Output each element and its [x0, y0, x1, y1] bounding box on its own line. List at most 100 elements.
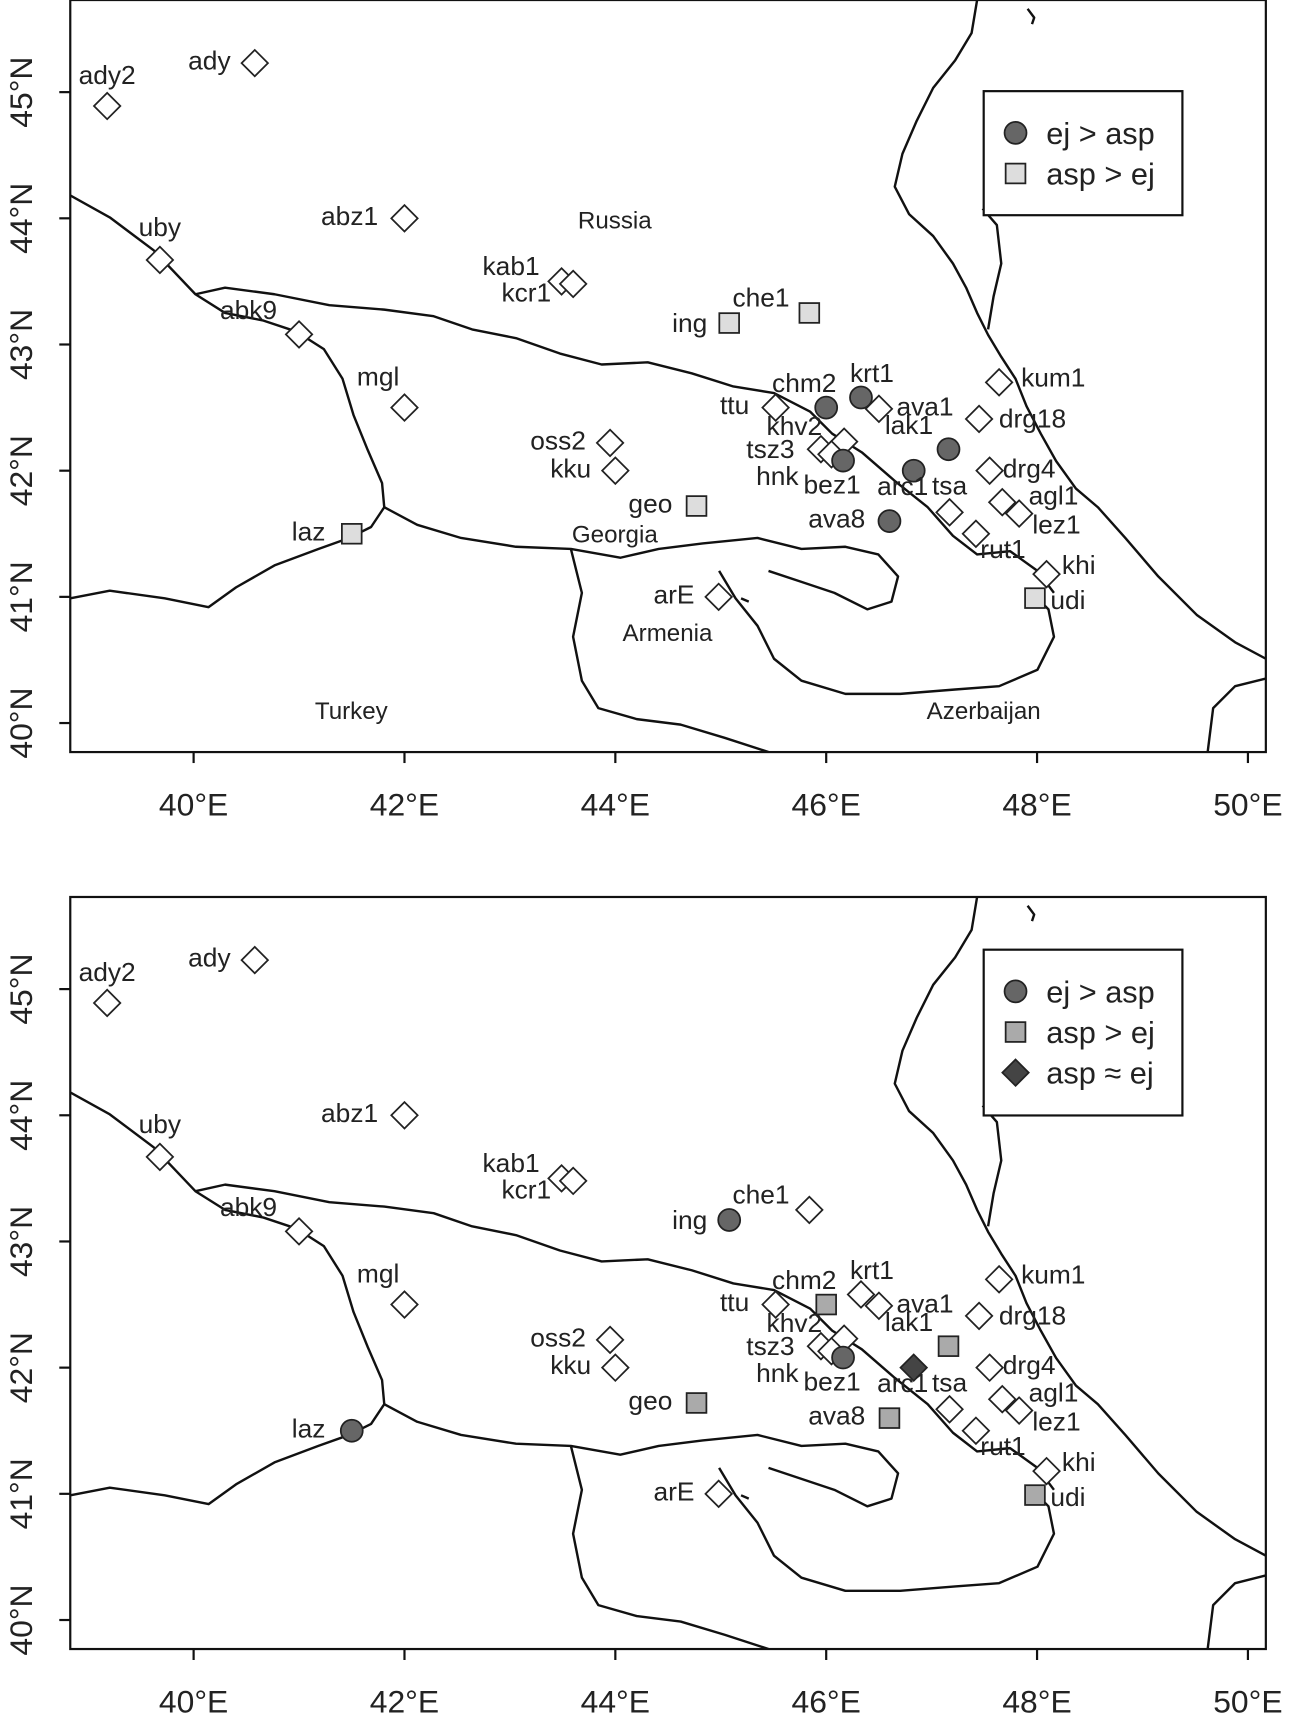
site-marker	[849, 385, 873, 410]
legend-label: asp > ej	[1046, 1015, 1155, 1050]
x-tick-label: 46°E	[792, 1684, 861, 1720]
site-label: chm2	[772, 368, 836, 398]
site-label: kcr1	[501, 277, 551, 307]
x-tick-label: 48°E	[1002, 1684, 1071, 1720]
site-marker	[878, 1407, 901, 1429]
country-label: Armenia	[623, 620, 713, 647]
site-label: uby	[139, 212, 182, 242]
site-label: ing	[672, 308, 707, 338]
x-tick-label: 40°E	[159, 787, 228, 823]
x-tick-label: 50°E	[1213, 1684, 1282, 1720]
site-label: arc1	[877, 471, 928, 501]
site-label: kab1	[483, 251, 540, 281]
site-label: lez1	[1032, 509, 1080, 539]
site-marker	[964, 1301, 994, 1331]
y-tick-label: 45°N	[3, 57, 39, 128]
legend-label: ej > asp	[1046, 116, 1155, 151]
site-marker	[341, 523, 363, 545]
site-label: kcr1	[501, 1174, 551, 1204]
site-marker	[92, 91, 122, 121]
site-label: kku	[550, 1350, 591, 1380]
x-tick-label: 44°E	[581, 787, 650, 823]
x-tick-label: 40°E	[159, 1684, 228, 1720]
site-label: laz	[292, 1413, 326, 1443]
legend-symbol	[1003, 979, 1028, 1004]
site-label: bez1	[804, 1366, 861, 1396]
site-label: khv2	[767, 411, 823, 441]
site-label: krt1	[850, 358, 894, 388]
site-marker	[961, 519, 991, 549]
y-tick-label: 41°N	[3, 561, 39, 632]
site-marker	[717, 1208, 742, 1232]
site-marker	[975, 456, 1005, 486]
site-label: agl1	[1029, 480, 1079, 510]
y-tick-label: 43°N	[3, 309, 39, 380]
map-frame	[69, 895, 1267, 1651]
site-marker	[1032, 1456, 1061, 1486]
country-label: Russia	[578, 207, 652, 234]
site-label: laz	[292, 516, 326, 546]
site-marker	[390, 203, 419, 233]
site-label: ady	[188, 943, 231, 973]
site-label: rut1	[980, 534, 1025, 564]
x-tick-label: 50°E	[1213, 787, 1282, 823]
site-marker	[937, 1335, 960, 1357]
site-marker	[600, 456, 630, 486]
x-tick-label: 42°E	[370, 1684, 439, 1720]
site-label: arE	[654, 579, 695, 609]
site-marker	[284, 1216, 314, 1246]
legend-label: asp ≈ ej	[1046, 1056, 1153, 1091]
country-label: Turkey	[315, 698, 389, 725]
site-marker	[761, 393, 791, 423]
site-marker	[877, 509, 902, 534]
site-marker	[987, 487, 1017, 517]
site-marker	[1024, 587, 1046, 609]
site-label: mgl	[357, 1259, 399, 1289]
site-label: chm2	[772, 1265, 836, 1295]
site-marker	[595, 428, 625, 458]
site-marker	[798, 302, 821, 324]
site-marker	[390, 1290, 419, 1319]
site-label: abz1	[321, 201, 378, 231]
site-label: tsa	[932, 471, 967, 501]
site-label: tsz3	[746, 434, 794, 464]
map-panel: 40°E 42°E 44°E 46°E 48°E 50°E 40°N 41°N 42°N 43°N…	[3, 0, 1283, 823]
site-label: ttu	[720, 390, 749, 420]
site-marker	[685, 495, 708, 517]
site-label: oss2	[530, 426, 586, 456]
site-label: che1	[732, 1179, 789, 1209]
site-marker	[240, 945, 270, 975]
site-label: hnk	[756, 1358, 799, 1388]
site-label: lez1	[1032, 1406, 1080, 1436]
y-tick-label: 42°N	[3, 1332, 39, 1403]
site-marker	[145, 1142, 175, 1172]
y-tick-label: 42°N	[3, 435, 39, 506]
site-label: uby	[139, 1109, 182, 1139]
y-tick-label: 40°N	[3, 1584, 39, 1655]
site-label: kum1	[1021, 1260, 1085, 1290]
site-label: abk9	[220, 295, 277, 325]
site-marker	[975, 1353, 1005, 1383]
site-marker	[987, 1384, 1017, 1414]
site-marker	[1004, 499, 1034, 528]
site-marker	[901, 458, 926, 483]
legend-symbol	[1004, 1021, 1027, 1043]
site-marker	[899, 1353, 929, 1383]
site-marker	[339, 1418, 364, 1443]
site-marker	[390, 1100, 419, 1130]
legend-label: ej > asp	[1046, 974, 1155, 1009]
site-label: abk9	[220, 1192, 277, 1222]
x-tick-label: 42°E	[370, 787, 439, 823]
site-label: drg18	[999, 404, 1066, 434]
site-label: ady2	[79, 60, 136, 90]
site-label: kku	[550, 453, 591, 483]
site-marker	[1004, 1396, 1034, 1425]
site-marker	[961, 1416, 991, 1446]
site-label: lak1	[885, 1307, 933, 1337]
site-label: mgl	[357, 362, 399, 392]
site-label: arE	[654, 1476, 695, 1506]
site-label: ava1	[896, 391, 953, 421]
site-marker	[936, 437, 961, 462]
site-label: agl1	[1029, 1377, 1079, 1407]
